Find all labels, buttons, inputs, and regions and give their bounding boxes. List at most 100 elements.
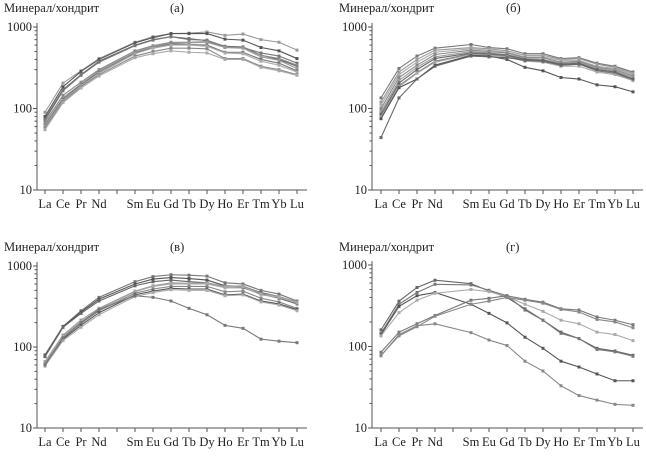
data-point-d7 <box>433 322 437 326</box>
data-point-b5 <box>379 109 383 113</box>
series-line-c4 <box>44 282 298 362</box>
series-line-c5 <box>44 283 298 364</box>
data-point-c3 <box>43 355 47 359</box>
data-point-d6 <box>559 307 563 311</box>
data-point-b4 <box>505 51 509 55</box>
x-tick-label-tm: Tm <box>252 435 270 449</box>
data-point-c8 <box>223 294 227 298</box>
data-point-d5 <box>505 294 509 298</box>
data-point-c8 <box>151 291 155 295</box>
x-tick-label-er: Er <box>237 435 250 449</box>
data-point-a2 <box>151 36 155 40</box>
data-point-b2 <box>577 57 581 61</box>
data-point-b9 <box>559 76 563 80</box>
data-point-a6 <box>259 55 263 59</box>
data-point-b10 <box>559 63 563 67</box>
data-point-a9 <box>133 54 137 58</box>
data-point-d2 <box>577 337 581 341</box>
data-point-a7 <box>277 61 281 65</box>
data-point-d7 <box>397 333 401 337</box>
data-point-b4 <box>379 107 383 110</box>
data-point-c3 <box>97 299 101 303</box>
data-point-a10 <box>223 57 227 61</box>
series-line-a4 <box>44 36 298 121</box>
data-point-c8 <box>61 339 65 343</box>
data-point-d6 <box>505 295 509 299</box>
data-point-a6 <box>277 58 281 62</box>
data-point-c1 <box>205 274 209 278</box>
panel-2: Минерал/хондрит (б) 1000 100 10 La Ce Pr Nd Sm Eu G… <box>339 1 643 211</box>
x-tick-label-tb: Tb <box>182 197 196 211</box>
data-point-d3 <box>559 359 563 363</box>
data-point-c1 <box>151 275 155 279</box>
data-point-d7 <box>415 324 419 328</box>
data-point-c3 <box>79 311 83 315</box>
x-tick-label-la: La <box>38 197 52 211</box>
x-tick-label-dy: Dy <box>199 197 215 211</box>
data-point-d2 <box>559 331 563 335</box>
data-point-d6 <box>523 298 527 302</box>
data-point-c6 <box>259 296 263 300</box>
x-tick-label-ho: Ho <box>553 435 568 449</box>
data-point-c8 <box>241 293 245 297</box>
data-point-a4 <box>295 61 299 65</box>
data-point-d4 <box>595 330 599 334</box>
data-point-a2 <box>187 32 191 36</box>
x-tick-label-er: Er <box>237 197 250 211</box>
data-point-d3 <box>415 294 419 298</box>
panel-label: (б) <box>506 1 521 15</box>
data-point-a6 <box>205 40 209 44</box>
data-point-a8 <box>223 51 227 55</box>
data-point-d3 <box>505 321 509 325</box>
data-point-a2 <box>169 32 173 36</box>
data-point-d5 <box>631 323 635 327</box>
x-tick-label-sm: Sm <box>127 435 144 449</box>
data-point-b10 <box>379 136 383 140</box>
data-point-b5 <box>397 79 401 83</box>
data-point-c2 <box>187 277 191 281</box>
data-point-c2 <box>133 282 137 286</box>
data-point-b2 <box>541 53 545 57</box>
data-point-a10 <box>43 128 47 132</box>
data-point-c3 <box>151 280 155 284</box>
y-tick-label: 1000 <box>7 20 32 34</box>
data-point-a10 <box>187 50 191 54</box>
data-point-a2 <box>61 85 65 89</box>
data-point-d7 <box>505 343 509 347</box>
data-point-b6 <box>397 81 401 85</box>
data-point-d2 <box>595 347 599 351</box>
data-point-a8 <box>205 44 209 48</box>
data-point-d4 <box>523 302 527 306</box>
data-point-c9 <box>205 313 209 317</box>
panel-1: Минерал/хондрит (a) 1000 100 10 La Ce Pr Nd Sm Eu G… <box>4 1 307 211</box>
data-point-a2 <box>97 57 101 61</box>
data-point-d7 <box>487 338 491 342</box>
data-point-b9 <box>595 83 599 87</box>
series-line-b2 <box>380 46 634 103</box>
data-point-d2 <box>397 302 401 306</box>
data-point-a1 <box>295 48 299 52</box>
data-point-c5 <box>187 282 191 286</box>
data-point-b2 <box>397 70 401 74</box>
y-axis-label: Минерал/хондрит <box>4 1 100 15</box>
data-point-c6 <box>241 289 245 293</box>
data-point-d3 <box>523 335 527 339</box>
y-axis-label: Минерал/хондрит <box>4 240 100 254</box>
data-point-c9 <box>259 337 263 341</box>
data-point-b4 <box>541 56 545 60</box>
data-point-c3 <box>61 325 65 329</box>
data-point-d2 <box>523 308 527 312</box>
data-point-c6 <box>223 290 227 294</box>
data-point-a5 <box>43 120 47 124</box>
data-point-c8 <box>295 309 299 313</box>
data-point-d6 <box>469 302 473 306</box>
data-point-c9 <box>223 323 227 327</box>
y-tick-label: 100 <box>13 340 32 354</box>
data-point-d2 <box>415 290 419 294</box>
data-point-c1 <box>241 282 245 286</box>
data-point-b1 <box>469 42 473 46</box>
data-point-b1 <box>433 46 437 50</box>
data-point-b1 <box>415 54 419 58</box>
data-point-a4 <box>169 35 173 39</box>
y-axis-label: Минерал/хондрит <box>339 240 435 254</box>
